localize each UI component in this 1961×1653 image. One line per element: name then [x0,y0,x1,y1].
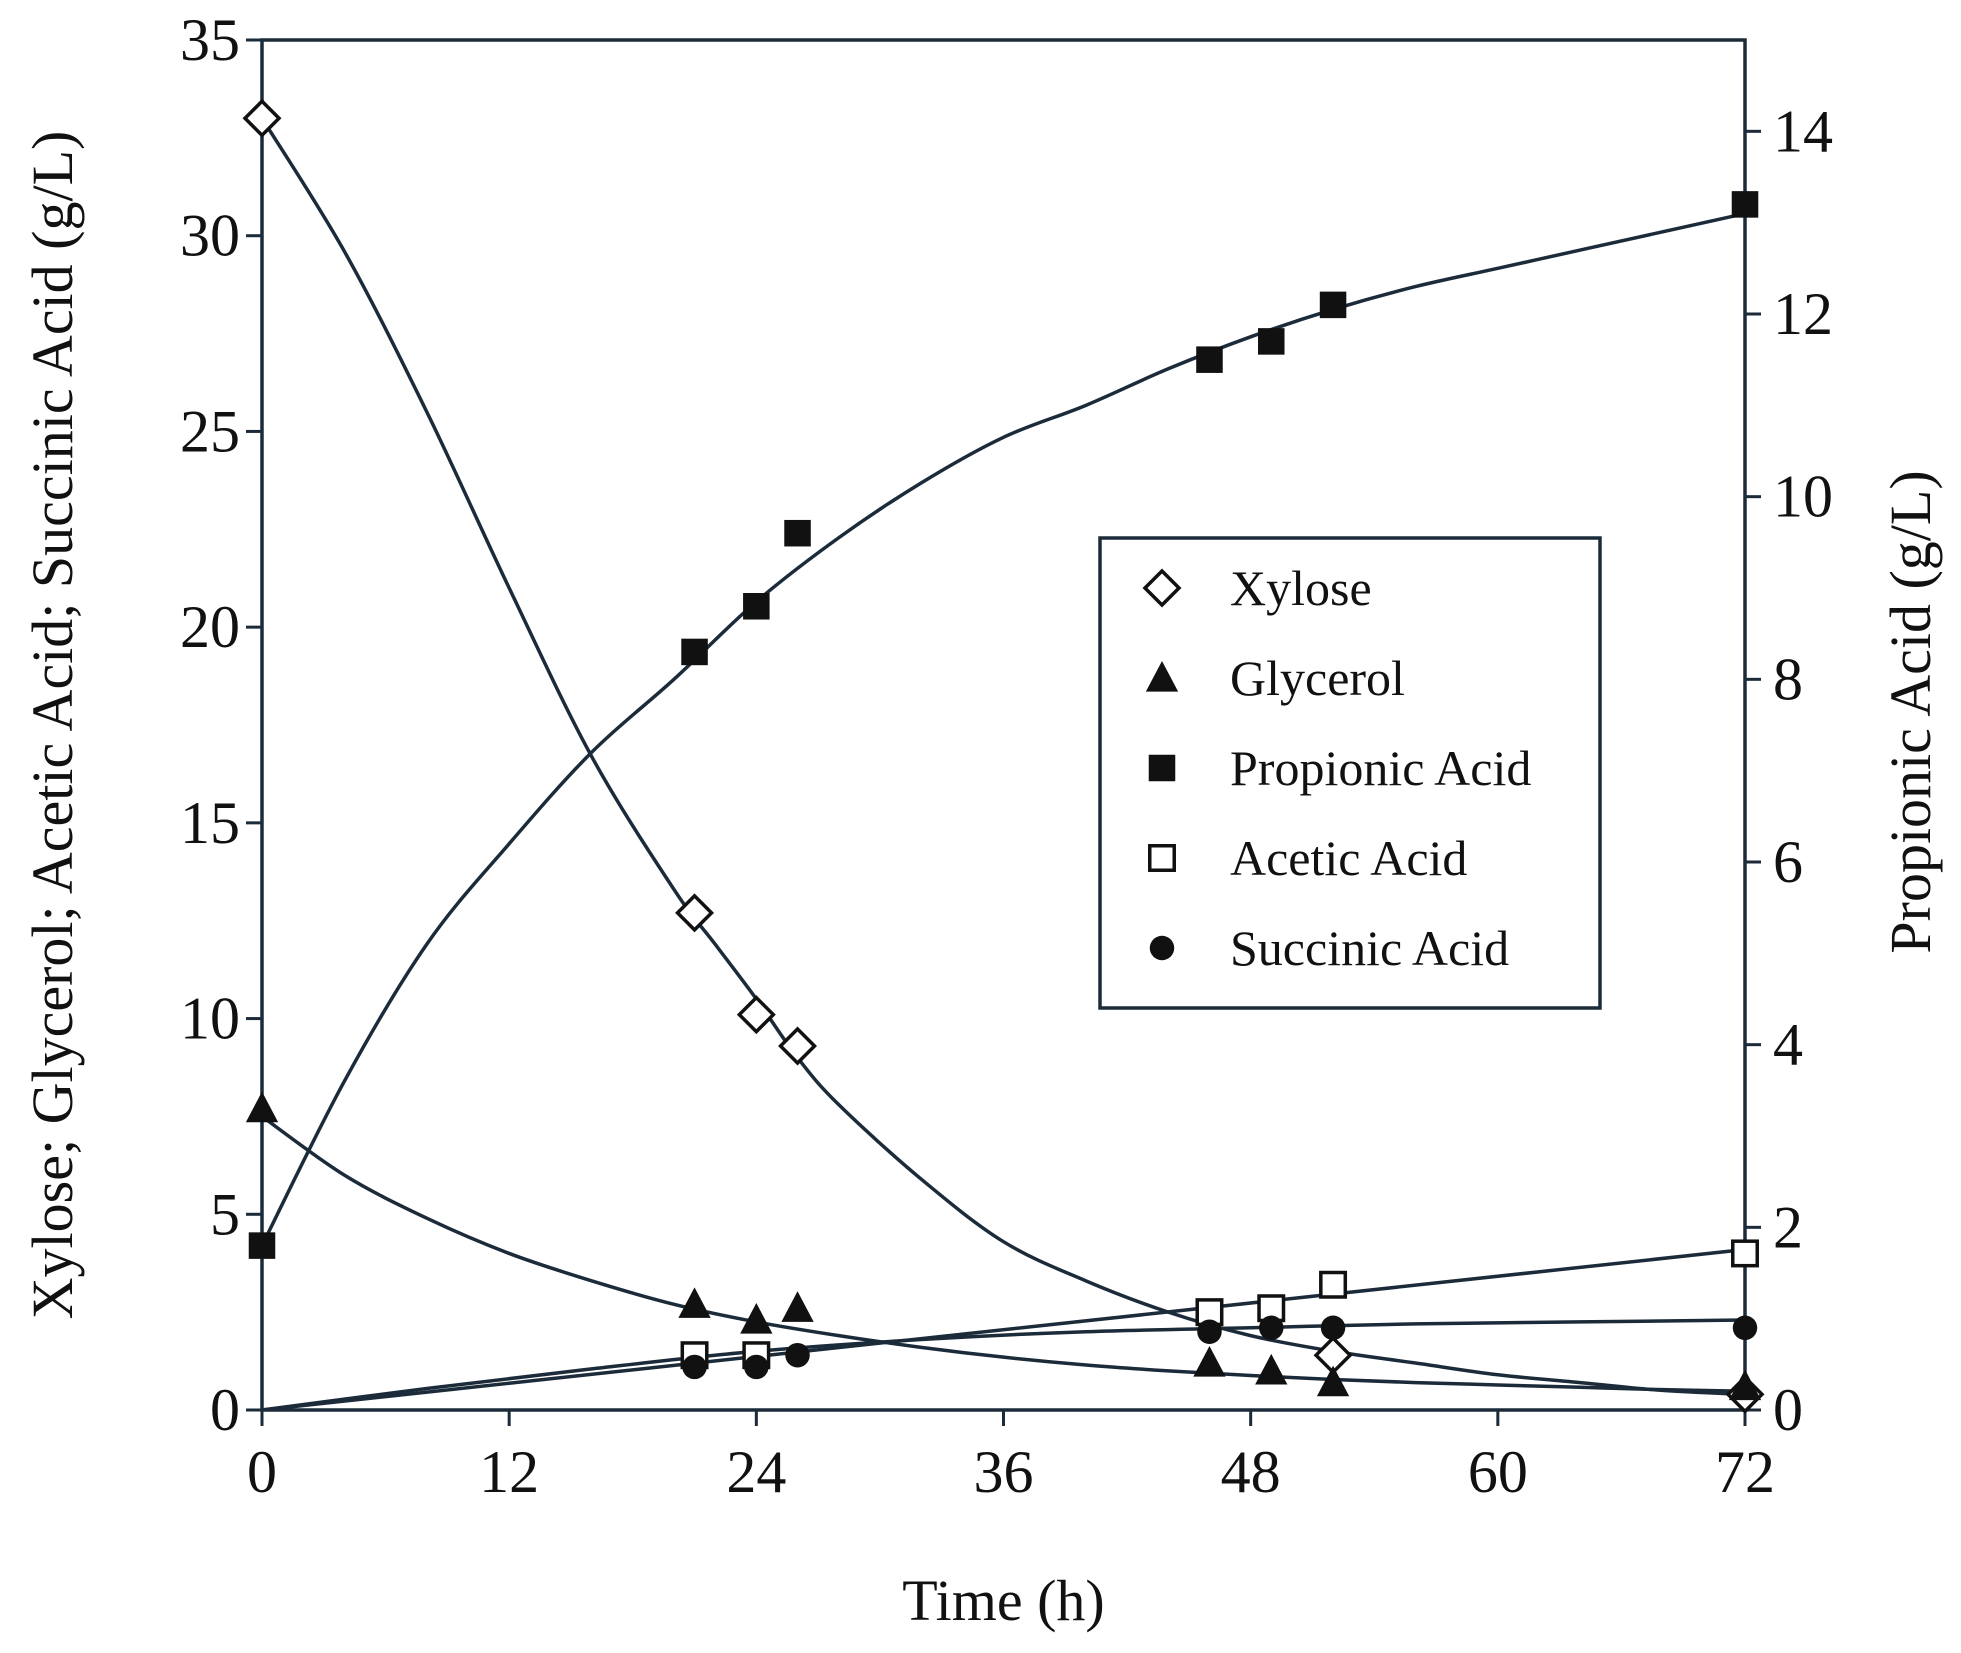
xylose-point [778,1026,818,1066]
acetic-acid-point [1319,1270,1348,1299]
y-right-tick-label: 12 [1773,281,1833,347]
y-left-tick-label: 30 [180,203,240,269]
glycerol-point [740,1302,773,1334]
x-tick-label: 48 [1221,1439,1281,1505]
y-right-tick-label: 6 [1773,829,1803,895]
propionic-acid-point [681,638,708,666]
glycerol-point [781,1291,814,1322]
y-left-tick-label: 20 [180,594,240,660]
y-right-tick-label: 4 [1773,1012,1803,1078]
propionic-acid-fit-line [260,211,1746,1247]
legend-label-acetic-acid: Acetic Acid [1230,830,1467,886]
y-axis-right-title: Propionic Acid (g/L) [1878,470,1943,953]
acetic-acid-fit-line [261,1247,1746,1412]
y-right-tick-label: 14 [1773,98,1833,164]
x-tick-label: 0 [247,1439,277,1505]
legend-label-glycerol: Glycerol [1230,650,1405,706]
data-markers [242,98,1765,1414]
y-left-tick-label: 10 [180,986,240,1052]
succinic-acid-point [1197,1319,1222,1344]
x-tick-label: 36 [974,1439,1034,1505]
x-axis-title: Time (h) [902,1568,1105,1633]
legend-label-propionic-acid: Propionic Acid [1230,740,1531,796]
succinic-acid-point [682,1354,707,1380]
propionic-acid-point [1258,328,1285,355]
propionic-acid-point [784,519,811,547]
propionic-acid-point [248,1232,276,1259]
propionic-acid-point [1196,346,1223,373]
succinic-acid-point [1732,1315,1758,1341]
legend-marker-propionic-acid [1148,754,1176,782]
glycerol-point [1193,1346,1226,1377]
x-tick-label: 60 [1468,1439,1528,1505]
y-left-tick-label: 35 [180,7,240,73]
y-right-tick-label: 2 [1773,1194,1803,1260]
legend-marker-succinic-acid [1149,935,1175,961]
legend-label-succinic-acid: Succinic Acid [1230,920,1509,976]
x-tick-label: 72 [1715,1439,1775,1505]
fit-lines [260,117,1746,1412]
glycerol-point [1255,1353,1288,1385]
y-right-tick-label: 0 [1773,1377,1803,1443]
legend-label-xylose: Xylose [1230,560,1372,616]
succinic-acid-point [1259,1315,1284,1341]
glycerol-point [678,1287,711,1318]
xylose-point [675,893,715,933]
xylose-point [242,98,282,138]
succinic-acid-point [1320,1315,1346,1341]
x-tick-label: 12 [479,1439,539,1505]
y-left-tick-label: 0 [210,1377,240,1443]
x-tick-label: 24 [726,1439,786,1505]
y-left-tick-label: 25 [180,398,240,464]
succinic-acid-point [744,1354,769,1380]
propionic-acid-point [1731,191,1759,218]
legend-marker-glycerol [1145,661,1179,692]
legend-box [1098,536,1602,1010]
propionic-acid-point [743,593,770,620]
xylose-point [736,995,776,1035]
succinic-acid-point [785,1342,810,1368]
succinic-acid-fit-line [261,1318,1746,1412]
glycerol-fit-line [260,1115,1746,1393]
legend: Xylose Glycerol Propionic Acid Acetic Acid S… [1098,536,1602,1010]
glycerol-point [245,1091,279,1123]
y-axis-left-title: Xylose; Glycerol; Acetic Acid; Succinic … [20,131,85,1320]
glycerol-point [1728,1369,1762,1401]
acetic-acid-point [1731,1239,1759,1268]
glycerol-point [1316,1365,1350,1397]
y-left-tick-label: 5 [210,1181,240,1247]
y-right-tick-label: 8 [1773,646,1803,712]
legend-marker-xylose [1142,568,1182,608]
legend-marker-acetic-acid [1148,844,1176,872]
y-left-tick-label: 15 [180,790,240,856]
propionic-acid-point [1319,291,1347,319]
xylose-fit-line [260,117,1746,1397]
y-right-tick-label: 10 [1773,464,1833,530]
